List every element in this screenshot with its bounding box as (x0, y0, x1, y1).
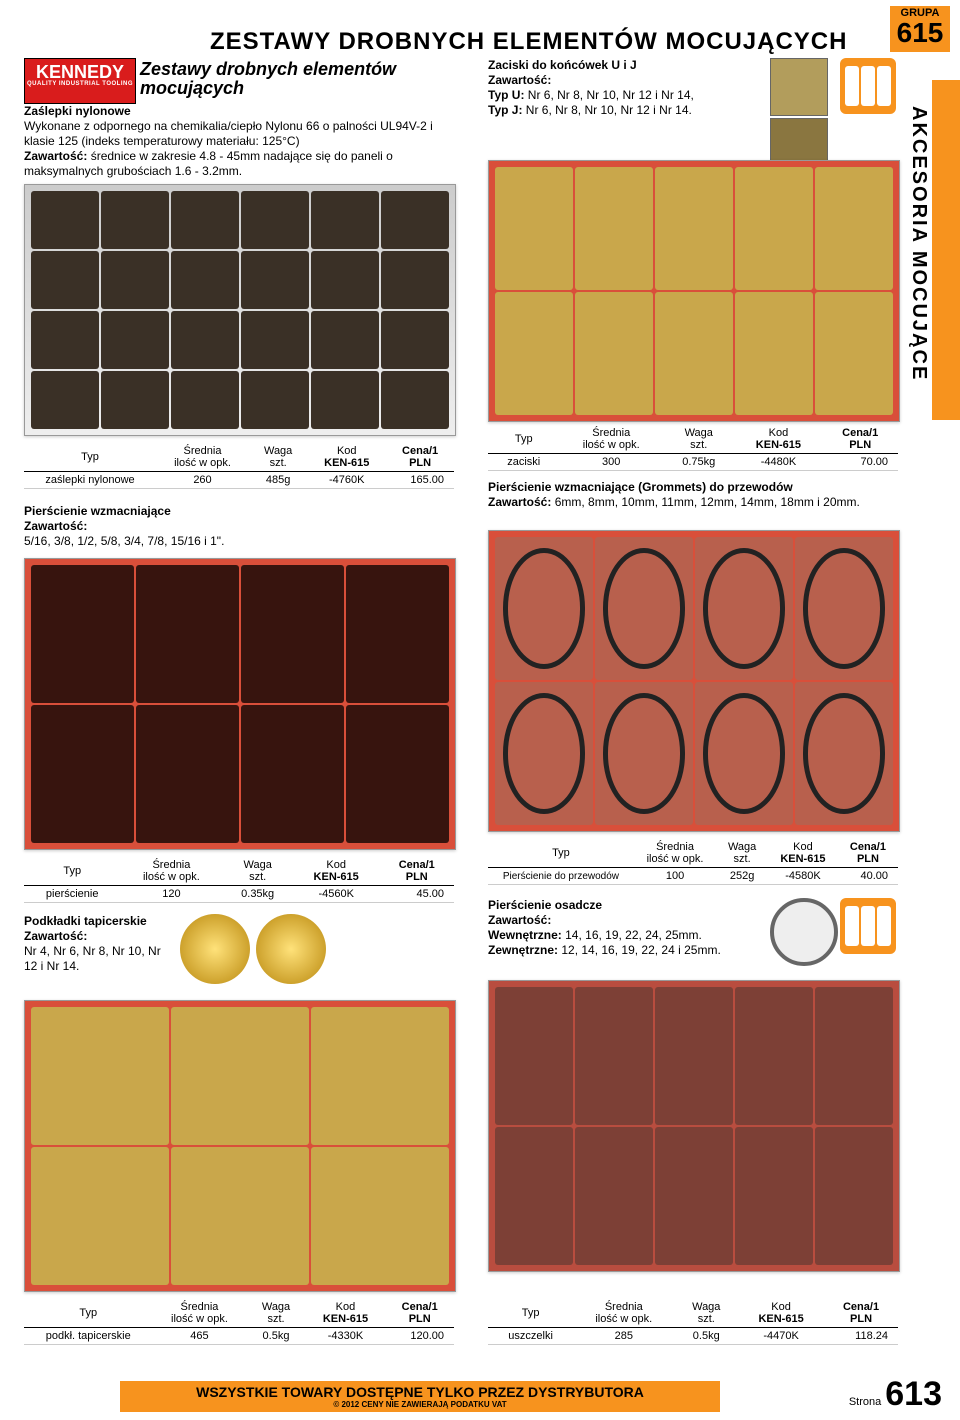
page-title: ZESTAWY DROBNYCH ELEMENTÓW MOCUJĄCYCH (210, 28, 847, 56)
th-kod: KodKEN-615 (734, 426, 822, 454)
side-tab-label: AKCESORIA MOCUJĄCE (902, 74, 930, 414)
sec2-u-label: Typ U: (488, 88, 524, 102)
td-typ: zaciski (488, 454, 559, 471)
sec1-heading: Zaślepki nylonowe (24, 104, 131, 118)
sec6-desc: Pierścienie osadcze Zawartość: Wewnętrzn… (488, 898, 768, 958)
th-qty: Średniailość w opk. (559, 426, 663, 454)
group-tab: GRUPA 615 (890, 6, 950, 52)
circlips-box-photo (488, 980, 900, 1272)
page-number: Strona 613 (849, 1375, 942, 1414)
sec6-content-label: Zawartość: (488, 913, 551, 927)
table-clips: Typ Średniailość w opk. Wagaszt. KodKEN-… (488, 426, 898, 471)
side-tab (932, 80, 960, 420)
subtitle-l2: mocujących (140, 78, 244, 98)
sec1-content-label: Zawartość: (24, 149, 87, 163)
rings-box-photo (24, 558, 456, 850)
table-grommets: Typ Średniailość w opk. Wagaszt. KodKEN-… (488, 840, 898, 885)
sec4-desc: Pierścienie wzmacniające (Grommets) do p… (488, 480, 898, 510)
page-num-value: 613 (885, 1375, 942, 1413)
nylon-plugs-photo (24, 184, 456, 436)
subtitle: Zestawy drobnych elementów mocujących (140, 60, 396, 98)
table-nylon: Typ Średniailość w opk. Wagaszt. KodKEN-… (24, 444, 454, 489)
catalog-page: GRUPA 615 AKCESORIA MOCUJĄCE ZESTAWY DRO… (0, 0, 960, 1420)
strona-label: Strona (849, 1396, 881, 1408)
sec3-heading: Pierścienie wzmacniające (24, 504, 171, 518)
th-typ: Typ (488, 426, 559, 454)
sec1-desc: Zaślepki nylonowe Wykonane z odpornego n… (24, 104, 454, 179)
footer-vat: © 2012 CENY NIE ZAWIERAJĄ PODATKU VAT (120, 1400, 720, 1409)
clip-photo-1 (770, 58, 828, 116)
sec3-desc: Pierścienie wzmacniające Zawartość: 5/16… (24, 504, 454, 549)
tool-icon-2 (840, 898, 896, 954)
brand-name: KENNEDY (36, 62, 124, 82)
sec2-content-label: Zawartość: (488, 73, 551, 87)
sec5-content-text: Nr 4, Nr 6, Nr 8, Nr 10, Nr 12 i Nr 14. (24, 944, 161, 973)
brand-logo: KENNEDY QUALITY INDUSTRIAL TOOLING (24, 58, 136, 104)
sec2-heading: Zaciski do końcówek U i J (488, 58, 637, 72)
sec2-j-label: Typ J: (488, 103, 522, 117)
brand-tagline: QUALITY INDUSTRIAL TOOLING (25, 81, 135, 87)
footer-text: WSZYSTKIE TOWARY DOSTĘPNE TYLKO PRZEZ DY… (196, 1384, 644, 1400)
clips-box-photo (488, 160, 900, 422)
sec6-z-label: Zewnętrzne: (488, 943, 558, 957)
sec5-content-label: Zawartość: (24, 929, 87, 943)
sec5-desc: Podkładki tapicerskie Zawartość: Nr 4, N… (24, 914, 174, 974)
sec2-u-text: Nr 6, Nr 8, Nr 10, Nr 12 i Nr 14, (524, 88, 693, 102)
sec3-content-label: Zawartość: (24, 519, 87, 533)
sec2-desc: Zaciski do końcówek U i J Zawartość: Typ… (488, 58, 738, 118)
sec4-content-label: Zawartość: (488, 495, 551, 509)
washer-photo-2 (256, 914, 326, 984)
washer-photo-1 (180, 914, 250, 984)
td-cena: 70.00 (822, 454, 898, 471)
sec5-heading: Podkładki tapicerskie (24, 914, 147, 928)
sec4-content-text: 6mm, 8mm, 10mm, 11mm, 12mm, 14mm, 18mm i… (551, 495, 860, 509)
circlip-photo (770, 898, 838, 966)
tool-icon-1 (840, 58, 896, 114)
td-waga: 0.75kg (663, 454, 734, 471)
sec1-body: Wykonane z odpornego na chemikalia/ciepł… (24, 119, 433, 148)
table-circlips: Typ Średniailość w opk. Wagaszt. KodKEN-… (488, 1300, 898, 1345)
table-rings: Typ Średniailość w opk. Wagaszt. KodKEN-… (24, 858, 454, 903)
th-waga: Wagaszt. (663, 426, 734, 454)
sec3-content-text: 5/16, 3/8, 1/2, 5/8, 3/4, 7/8, 15/16 i 1… (24, 534, 224, 548)
group-number: 615 (890, 19, 950, 47)
td-kod: -4480K (734, 454, 822, 471)
washers-box-photo (24, 1000, 456, 1292)
subtitle-l1: Zestawy drobnych elementów (140, 59, 396, 79)
sec6-heading: Pierścienie osadcze (488, 898, 602, 912)
sec6-w-label: Wewnętrzne: (488, 928, 562, 942)
td-qty: 300 (559, 454, 663, 471)
sec4-heading: Pierścienie wzmacniające (Grommets) do p… (488, 480, 793, 494)
table-washers: Typ Średniailość w opk. Wagaszt. KodKEN-… (24, 1300, 454, 1345)
sec2-j-text: Nr 6, Nr 8, Nr 10, Nr 12 i Nr 14. (522, 103, 691, 117)
sec6-w-text: 14, 16, 19, 22, 24, 25mm. (562, 928, 702, 942)
th-cena: Cena/1PLN (822, 426, 898, 454)
footer-bar: WSZYSTKIE TOWARY DOSTĘPNE TYLKO PRZEZ DY… (120, 1381, 720, 1412)
grommets-box-photo (488, 530, 900, 832)
sec6-z-text: 12, 14, 16, 19, 22, 24 i 25mm. (558, 943, 721, 957)
